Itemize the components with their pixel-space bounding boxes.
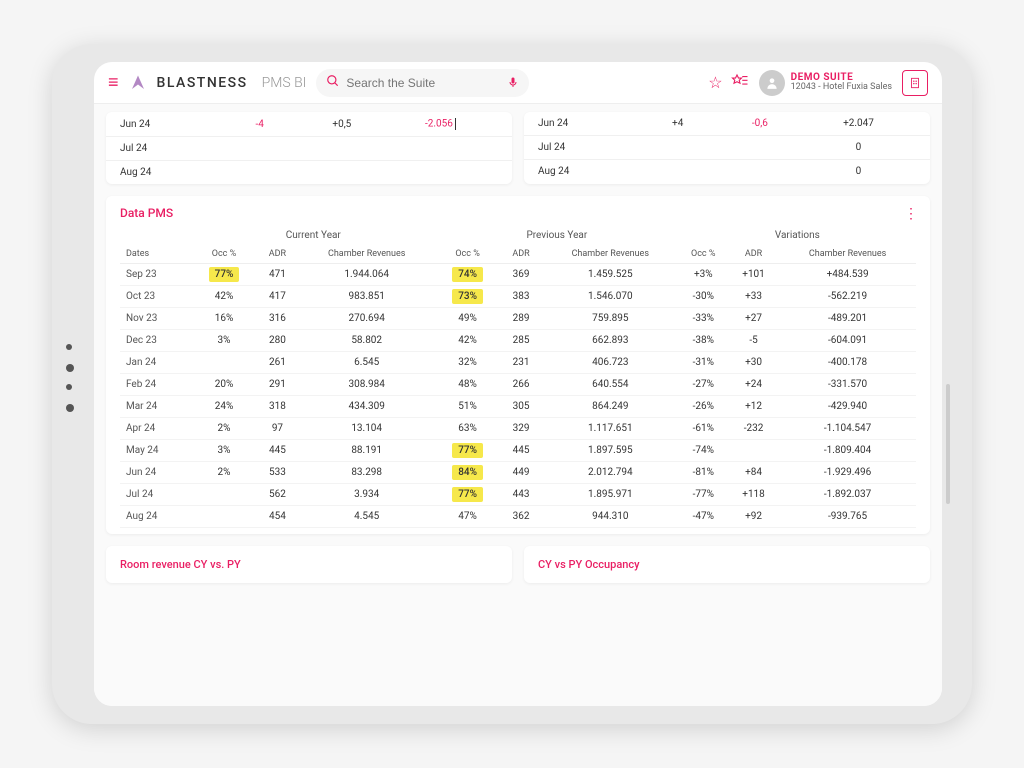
table-row: Jul 24 xyxy=(106,137,512,161)
table-row: Apr 242%9713.10463%3291.117.651-61%-232-… xyxy=(120,418,916,440)
brand-sub: PMS BI xyxy=(262,75,307,91)
screen: ≡ BLASTNESS PMS BI ☆ xyxy=(94,62,942,706)
compare-icon[interactable] xyxy=(731,72,749,94)
tablet-camera-dot xyxy=(66,404,74,412)
mini-card-right: Jun 24+4-0,6+2.047Jul 240Aug 240 xyxy=(524,112,930,184)
mic-icon[interactable] xyxy=(507,73,519,92)
table-row: Jun 242%53383.29884%4492.012.794-81%+84-… xyxy=(120,462,916,484)
scrollbar[interactable] xyxy=(946,104,950,704)
section-title: Data PMS xyxy=(120,206,916,220)
table-row: Jul 240 xyxy=(524,136,930,160)
search-icon xyxy=(326,73,340,92)
topbar: ≡ BLASTNESS PMS BI ☆ xyxy=(94,62,942,104)
hamburger-menu-icon[interactable]: ≡ xyxy=(108,72,119,93)
table-row: Aug 24 xyxy=(106,161,512,184)
bottom-row: Room revenue CY vs. PY CY vs PY Occupanc… xyxy=(106,546,930,583)
tablet-camera-dot xyxy=(66,344,72,350)
account-box[interactable]: DEMO SUITE 12043 - Hotel Fuxia Sales xyxy=(759,70,892,96)
table-row: Nov 2316%316270.69449%289759.895-33%+27-… xyxy=(120,308,916,330)
card-title: CY vs PY Occupancy xyxy=(538,558,916,571)
brand-logo-icon xyxy=(129,74,147,92)
table-row: Jan 242616.54532%231406.723-31%+30-400.1… xyxy=(120,352,916,374)
table-row: Aug 240 xyxy=(524,160,930,183)
table-row: Sep 2377%4711.944.06474%3691.459.525+3%+… xyxy=(120,264,916,286)
tablet-camera-dot xyxy=(66,384,72,390)
data-pms-table: Current Year Previous Year Variations Da… xyxy=(120,226,916,528)
star-icon[interactable]: ☆ xyxy=(708,73,722,92)
brand-name: BLASTNESS xyxy=(157,75,248,91)
data-pms-card: Data PMS ⋮ Current Year Previous Year Va… xyxy=(106,196,930,534)
table-row: Oct 2342%417983.85173%3831.546.070-30%+3… xyxy=(120,286,916,308)
group-variations: Variations xyxy=(679,226,916,245)
mini-card-left: Jun 24-4+0,5-2.056Jul 24Aug 24 xyxy=(106,112,512,184)
room-revenue-card: Room revenue CY vs. PY xyxy=(106,546,512,583)
content-scroll[interactable]: Jun 24-4+0,5-2.056Jul 24Aug 24 Jun 24+4-… xyxy=(94,104,942,706)
table-row: Feb 2420%291308.98448%266640.554-27%+24-… xyxy=(120,374,916,396)
top-icons: ☆ xyxy=(708,72,748,94)
table-row: May 243%44588.19177%4451.897.595-74%-1.8… xyxy=(120,440,916,462)
group-current-year: Current Year xyxy=(191,226,435,245)
table-col-header: Dates Occ % ADR Chamber Revenues Occ % A… xyxy=(120,245,916,264)
table-row: Jul 245623.93477%4431.895.971-77%+118-1.… xyxy=(120,484,916,506)
group-previous-year: Previous Year xyxy=(435,226,679,245)
search-field[interactable] xyxy=(346,76,501,90)
table-row: Aug 244544.54547%362944.310-47%+92-939.7… xyxy=(120,506,916,528)
tablet-camera-dot xyxy=(66,364,74,372)
avatar xyxy=(759,70,785,96)
tablet-frame: ≡ BLASTNESS PMS BI ☆ xyxy=(52,44,972,724)
occupancy-card: CY vs PY Occupancy xyxy=(524,546,930,583)
table-row: Mar 2424%318434.30951%305864.249-26%+12-… xyxy=(120,396,916,418)
search-input[interactable] xyxy=(316,69,529,97)
table-row: Dec 233%28058.80242%285662.893-38%-5-604… xyxy=(120,330,916,352)
table-row: Jun 24-4+0,5-2.056 xyxy=(106,112,512,137)
more-icon[interactable]: ⋮ xyxy=(904,206,918,222)
account-sub: 12043 - Hotel Fuxia Sales xyxy=(791,83,892,93)
card-title: Room revenue CY vs. PY xyxy=(120,558,498,571)
table-row: Jun 24+4-0,6+2.047 xyxy=(524,112,930,136)
building-icon[interactable] xyxy=(902,70,928,96)
table-group-header: Current Year Previous Year Variations xyxy=(120,226,916,245)
mini-tables: Jun 24-4+0,5-2.056Jul 24Aug 24 Jun 24+4-… xyxy=(106,112,930,184)
